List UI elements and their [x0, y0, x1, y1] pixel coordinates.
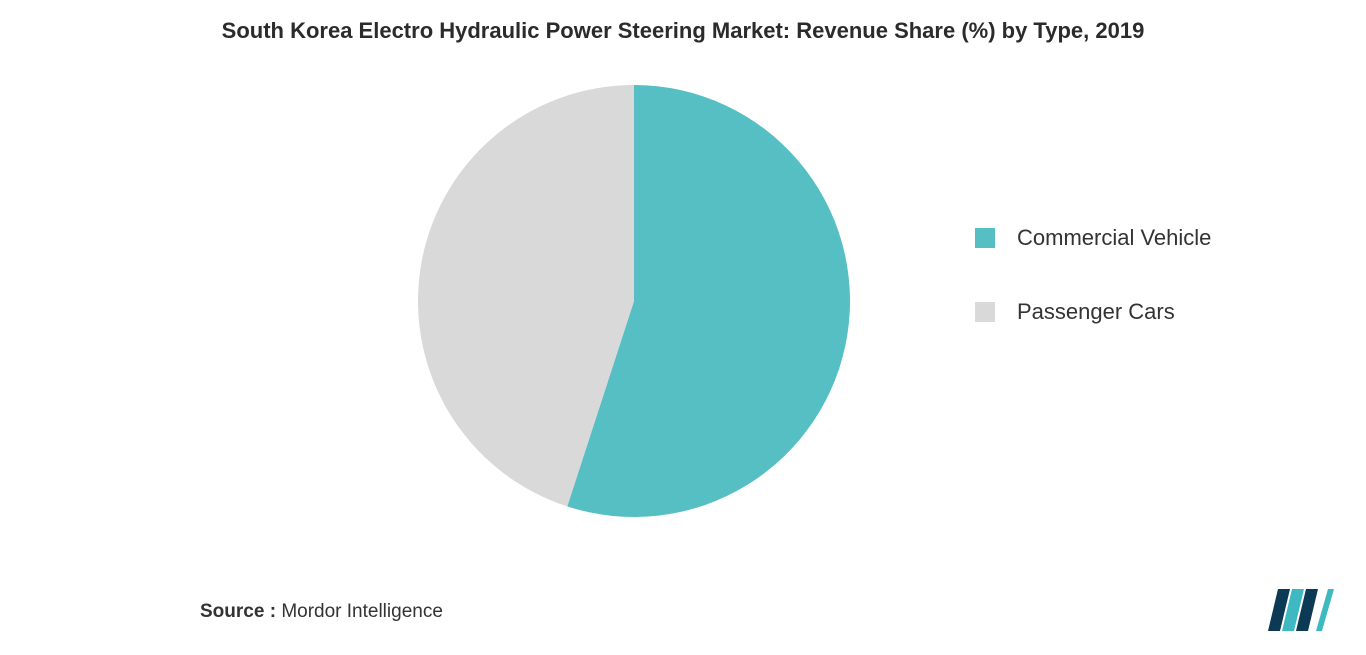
source-attribution: Source : Mordor Intelligence: [200, 601, 443, 623]
brand-logo-svg: [1268, 587, 1338, 633]
pie-chart: [418, 85, 850, 517]
legend-swatch-1: [975, 302, 995, 322]
brand-logo-icon: [1268, 587, 1338, 633]
chart-title: South Korea Electro Hydraulic Power Stee…: [0, 18, 1366, 44]
legend-item-0: Commercial Vehicle: [975, 225, 1211, 251]
legend-label-0: Commercial Vehicle: [1017, 225, 1211, 251]
source-label: Source :: [200, 601, 276, 622]
legend-label-1: Passenger Cars: [1017, 299, 1175, 325]
logo-slash: [1316, 589, 1334, 631]
legend: Commercial Vehicle Passenger Cars: [975, 225, 1211, 325]
legend-item-1: Passenger Cars: [975, 299, 1211, 325]
pie-svg: [418, 85, 850, 517]
legend-swatch-0: [975, 228, 995, 248]
source-value: Mordor Intelligence: [281, 601, 443, 622]
